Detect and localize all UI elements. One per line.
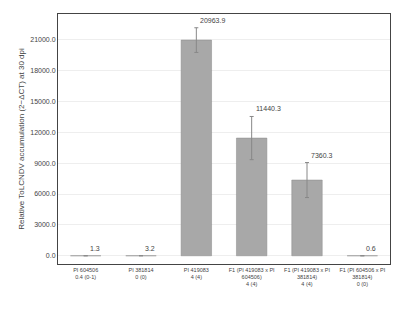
svg-text:F1 (PI 419083 x PI604506)4 (4): F1 (PI 419083 x PI604506)4 (4)	[229, 267, 275, 287]
svg-text:F1 (PI 604506 x PI381814)0 (0): F1 (PI 604506 x PI381814)0 (0)	[339, 267, 385, 287]
svg-text:9000.0: 9000.0	[34, 160, 56, 167]
svg-text:PI 6045060.4 (0-1): PI 6045060.4 (0-1)	[73, 267, 98, 280]
svg-text:18000.0: 18000.0	[30, 67, 55, 74]
svg-text:F1 (PI 419083 x PI381814)4 (4): F1 (PI 419083 x PI381814)4 (4)	[284, 267, 330, 287]
svg-text:PI 4190834 (4): PI 4190834 (4)	[184, 267, 209, 280]
svg-text:7360.3: 7360.3	[311, 152, 333, 159]
svg-text:21000.0: 21000.0	[30, 36, 55, 43]
svg-text:0.6: 0.6	[366, 245, 376, 252]
svg-text:11440.3: 11440.3	[256, 105, 281, 112]
svg-text:12000.0: 12000.0	[30, 129, 55, 136]
svg-text:Relative ToLCNDV accumulation: Relative ToLCNDV accumulation (2−ΔCT) at…	[17, 48, 26, 230]
svg-text:20963.9: 20963.9	[200, 17, 225, 24]
svg-text:6000.0: 6000.0	[34, 190, 56, 197]
svg-text:PI 3818140 (0): PI 3818140 (0)	[128, 267, 153, 280]
svg-text:3000.0: 3000.0	[34, 221, 56, 228]
svg-text:15000.0: 15000.0	[30, 98, 55, 105]
svg-text:0.0: 0.0	[46, 252, 56, 259]
svg-text:1.3: 1.3	[90, 245, 100, 252]
svg-text:3.2: 3.2	[145, 245, 155, 252]
